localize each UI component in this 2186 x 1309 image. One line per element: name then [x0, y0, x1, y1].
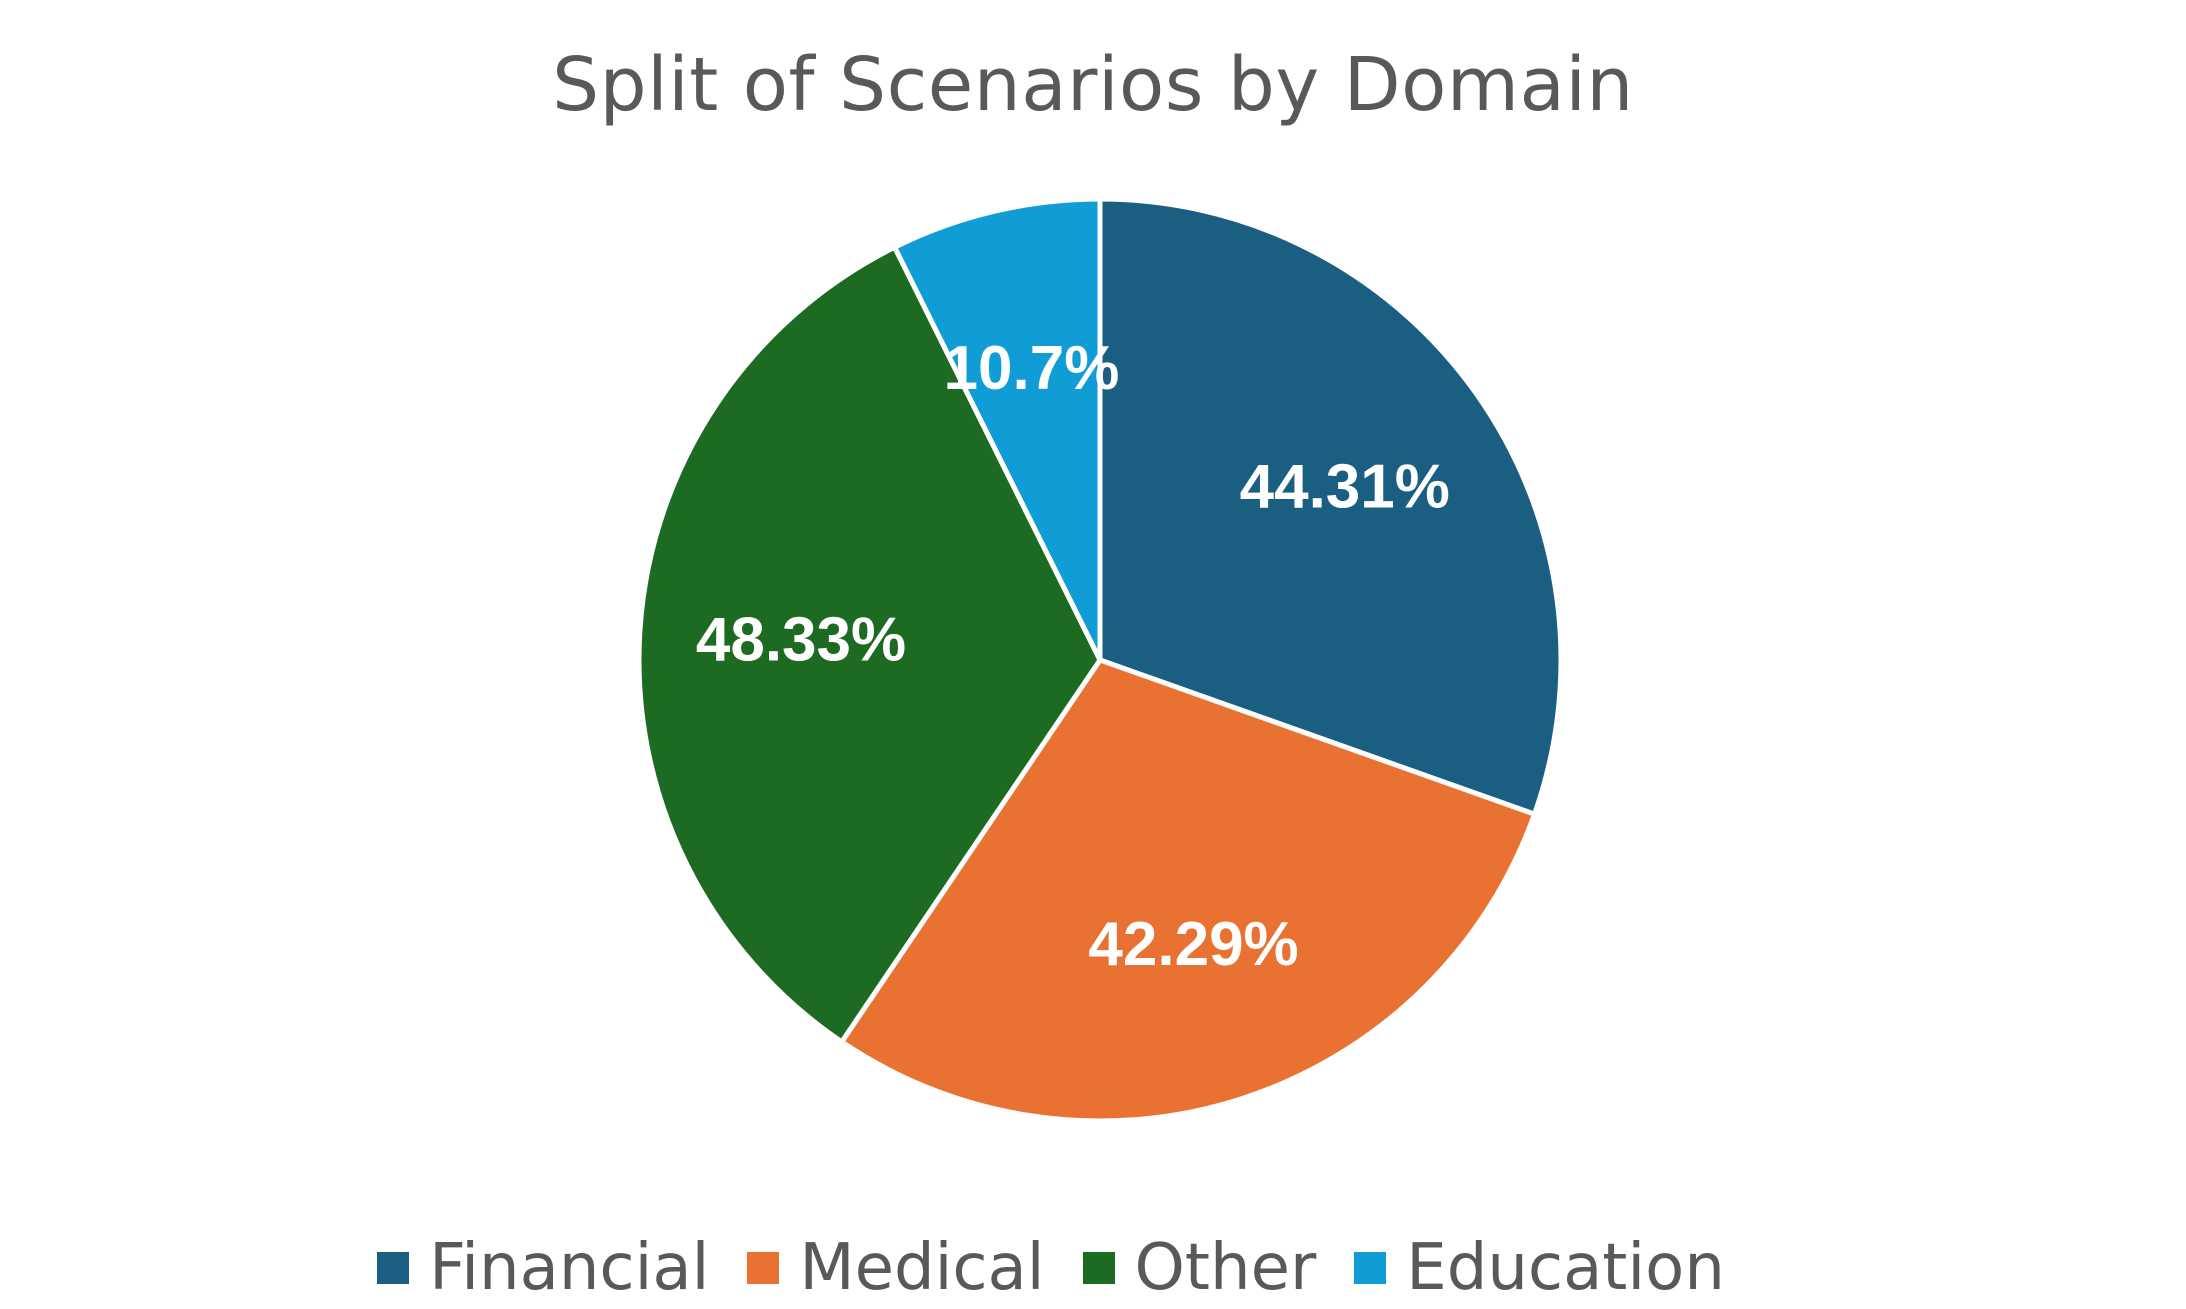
legend-item-other[interactable]: Other: [1082, 1231, 1317, 1305]
legend-swatch-other: [1082, 1252, 1115, 1284]
pie-slices: [636, 196, 1564, 1124]
pie-slice-financial[interactable]: [1097, 196, 1564, 817]
legend-item-financial[interactable]: Financial: [377, 1231, 709, 1305]
legend-label-other: Other: [1134, 1231, 1317, 1305]
legend-item-medical[interactable]: Medical: [747, 1231, 1045, 1305]
legend-item-education[interactable]: Education: [1354, 1231, 1725, 1305]
legend-swatch-education: [1354, 1252, 1387, 1284]
legend-swatch-financial: [377, 1252, 410, 1284]
pie-slice-other[interactable]: [636, 244, 1103, 1045]
legend: Financial Medical Other Education: [0, 1228, 2144, 1308]
legend-label-financial: Financial: [429, 1231, 710, 1305]
data-label-education: 10.7%: [944, 334, 1120, 403]
legend-label-medical: Medical: [799, 1231, 1045, 1305]
data-label-financial: 44.31%: [1240, 453, 1450, 522]
pie-slice-medical[interactable]: [839, 657, 1537, 1124]
data-label-medical: 42.29%: [1088, 910, 1298, 979]
chart-title: Split of Scenarios by Domain: [552, 42, 1634, 128]
legend-swatch-medical: [747, 1252, 780, 1284]
pie-data-labels: 44.31% 42.29% 48.33% 10.7%: [696, 334, 1450, 979]
pie-slice-education[interactable]: [892, 196, 1103, 663]
data-label-other: 48.33%: [696, 606, 906, 675]
legend-label-education: Education: [1406, 1231, 1725, 1305]
